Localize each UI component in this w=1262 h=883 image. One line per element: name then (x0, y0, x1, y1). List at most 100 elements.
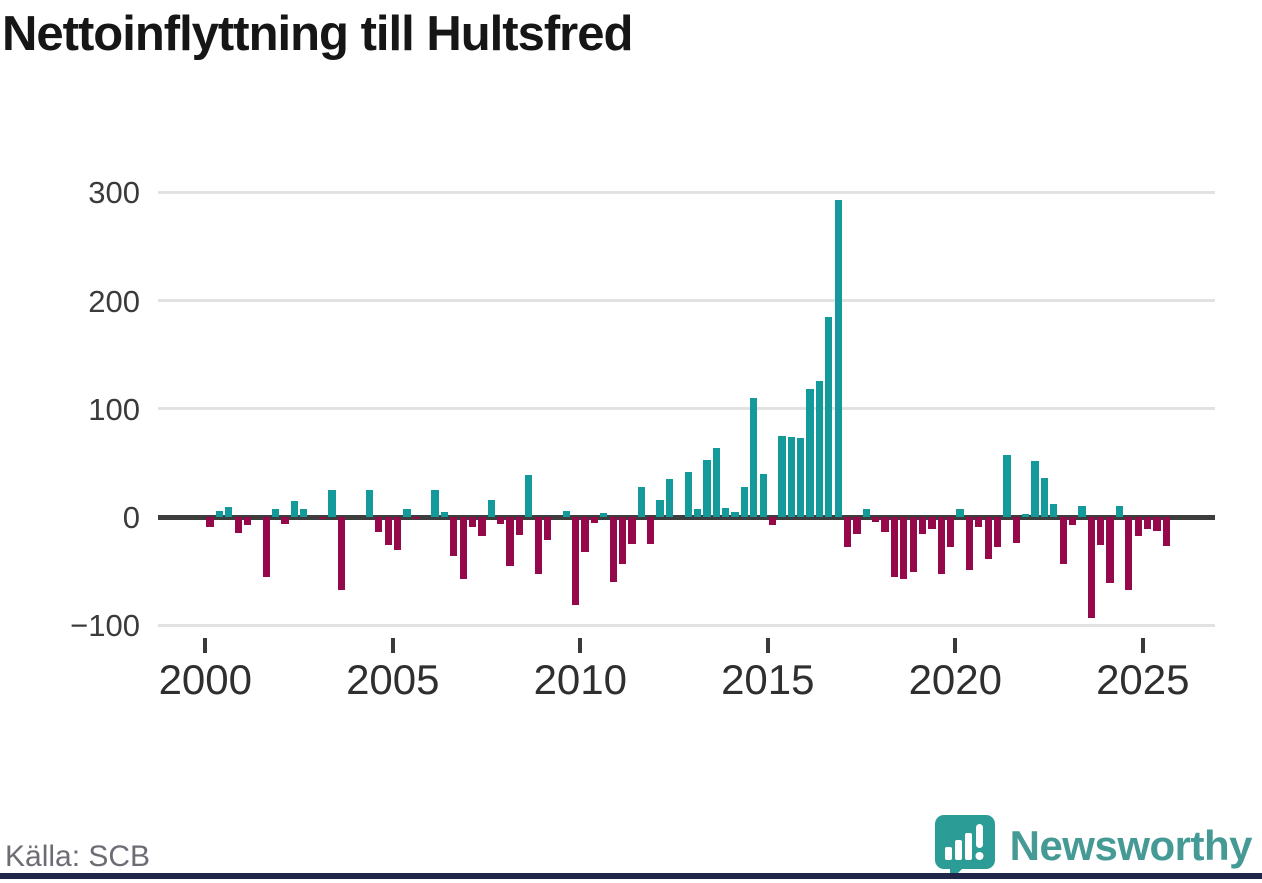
bar (243, 517, 252, 526)
y-axis-tick-label: 300 (88, 175, 140, 211)
bar (225, 507, 233, 517)
bar (665, 479, 674, 517)
bar (384, 517, 392, 545)
bar (853, 517, 861, 534)
bar (797, 437, 805, 517)
bar (637, 486, 645, 517)
bar (600, 512, 608, 517)
gridline (158, 623, 1215, 627)
bar (1087, 517, 1095, 619)
bar (572, 517, 580, 606)
bar (1031, 460, 1039, 517)
bar (478, 517, 486, 537)
bar (647, 517, 655, 544)
bar (300, 509, 308, 517)
bar (722, 508, 730, 517)
bar (562, 510, 570, 517)
bar (234, 517, 242, 533)
gridline (158, 190, 1215, 194)
bar (900, 517, 908, 580)
bar (703, 459, 711, 517)
bar (759, 473, 767, 517)
bar (1003, 455, 1011, 517)
x-axis-tick-label: 2025 (1096, 656, 1190, 703)
bar (206, 517, 214, 528)
zero-line (158, 514, 1215, 520)
bar (628, 517, 636, 544)
bar (928, 517, 936, 529)
bar (590, 517, 599, 524)
bar (534, 517, 542, 575)
y-axis-tick-label: −100 (70, 608, 140, 644)
y-axis-tick-label: 200 (88, 283, 140, 319)
x-axis-tick (578, 638, 583, 653)
bar (1078, 506, 1086, 517)
bar (750, 397, 758, 517)
bar (656, 499, 664, 517)
bar (815, 380, 824, 517)
bar (778, 435, 786, 517)
bar (618, 517, 627, 565)
bar (890, 517, 899, 578)
bar (506, 517, 514, 567)
bar (393, 517, 402, 551)
bar (450, 517, 458, 556)
bar (487, 499, 495, 517)
x-axis-tick-label: 2005 (346, 656, 440, 703)
bar (272, 509, 280, 517)
bar (806, 389, 814, 517)
bar (515, 517, 524, 536)
bar (843, 517, 852, 547)
bar (328, 489, 336, 517)
bar (768, 517, 777, 526)
bar (525, 474, 533, 517)
bar (975, 517, 983, 528)
bar (431, 489, 439, 517)
bar (787, 436, 795, 517)
bar (881, 517, 889, 532)
bar (1125, 517, 1133, 591)
bar (1068, 517, 1077, 526)
bar (825, 316, 833, 517)
bar (337, 517, 345, 591)
x-axis-tick (953, 638, 958, 653)
bar (1162, 517, 1170, 546)
bar (965, 517, 974, 570)
bar (937, 517, 945, 575)
bar (1022, 513, 1030, 517)
bar (1106, 517, 1114, 583)
x-axis-tick-label: 2000 (158, 656, 253, 703)
bar (993, 517, 1002, 547)
brand-logo: Newsworthy (934, 814, 1253, 878)
bar (459, 517, 467, 580)
speech-bubble-bar-chart-icon (934, 814, 996, 878)
bar (290, 500, 299, 517)
bar (947, 517, 955, 547)
bar (834, 199, 842, 517)
bar (581, 517, 589, 553)
y-axis-tick-label: 100 (88, 391, 140, 427)
bar (412, 517, 420, 519)
bar (543, 517, 552, 541)
bar (918, 517, 927, 534)
x-axis-tick (390, 638, 395, 653)
x-axis-tick (765, 638, 770, 653)
bar (365, 489, 374, 517)
bar (497, 517, 505, 525)
bar (1097, 517, 1105, 545)
bar (262, 517, 270, 578)
bar (440, 511, 449, 517)
bar (956, 509, 964, 517)
source-label: Källa: SCB (5, 840, 151, 873)
bar (215, 510, 224, 517)
x-axis-tick (1140, 638, 1145, 653)
x-axis-tick-label: 2020 (908, 656, 1003, 703)
bar (1050, 504, 1058, 517)
gridline (158, 299, 1215, 302)
bar (468, 517, 477, 528)
bar (281, 517, 289, 525)
footer-strip (0, 873, 1262, 879)
bar (862, 509, 870, 517)
bar (1153, 517, 1161, 531)
bar (609, 517, 617, 582)
